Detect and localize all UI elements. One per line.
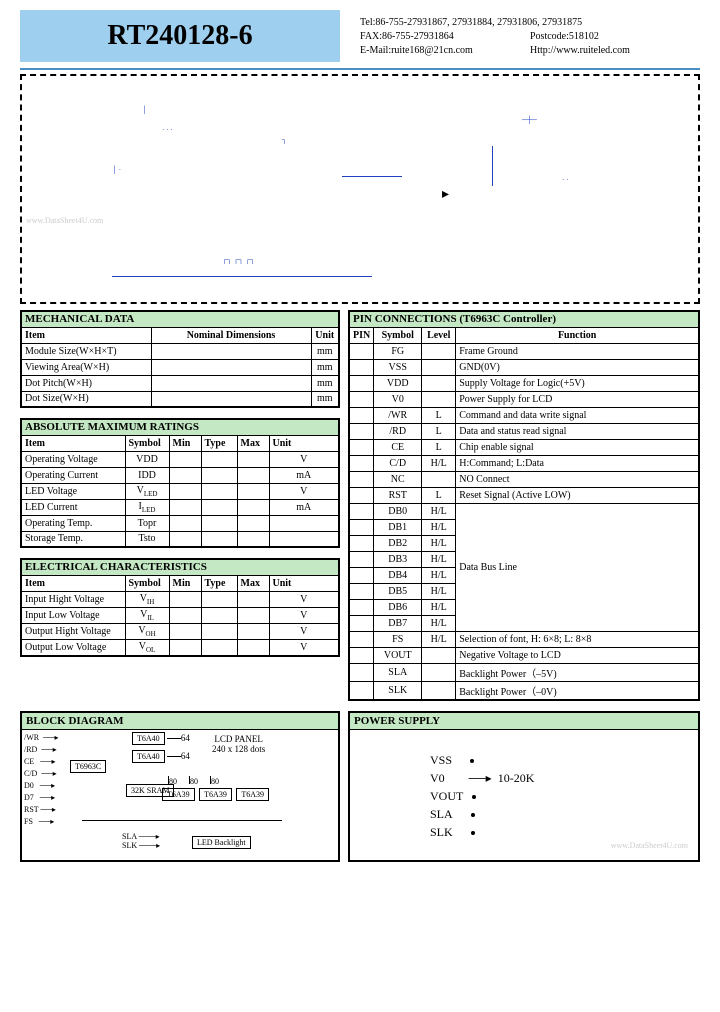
table-row: V0Power Supply for LCD (349, 391, 699, 407)
power-slk: SLK (430, 825, 453, 839)
table-row: CELChip enable signal (349, 439, 699, 455)
table-row: LED VoltageVLEDV (21, 483, 339, 499)
elec-title: ELECTRICAL CHARACTERISTICS (21, 559, 339, 575)
controller-chip: T6963C (70, 760, 106, 773)
absmax-title: ABSOLUTE MAXIMUM RATINGS (21, 419, 339, 435)
table-row: SLKBacklight Power（–0V) (349, 681, 699, 700)
abs-col-3: Type (201, 435, 237, 451)
driver-t6a39-3: T6A39 (236, 788, 269, 801)
table-row: Input Hight VoltageVIHV (21, 591, 339, 607)
pins-table: PIN CONNECTIONS (T6963C Controller) PIN … (348, 310, 700, 701)
table-row: Output Low VoltageVOLV (21, 639, 339, 656)
contact-info: Tel:86-755-27931867, 27931884, 27931806,… (360, 10, 700, 58)
mech-col-dim: Nominal Dimensions (151, 327, 311, 343)
table-row: NCNO Connect (349, 471, 699, 487)
table-row: VSSGND(0V) (349, 359, 699, 375)
mech-col-item: Item (21, 327, 151, 343)
contact-fax: FAX:86-755-27931864 (360, 30, 530, 44)
header-rule (20, 68, 700, 70)
contact-email: E-Mail:ruite168@21cn.com (360, 44, 530, 58)
table-row: FGFrame Ground (349, 343, 699, 359)
table-row: FSH/LSelection of font, H: 6×8; L: 8×8 (349, 631, 699, 647)
power-supply: POWER SUPPLY VSS V0 ──▸ 10-20K VOUT SLA … (348, 711, 700, 862)
abs-col-0: Item (21, 435, 125, 451)
mech-col-unit: Unit (311, 327, 339, 343)
pin-col-3: Function (456, 327, 699, 343)
table-row: VOUTNegative Voltage to LCD (349, 647, 699, 663)
contact-postcode: Postcode:518102 (530, 30, 599, 44)
power-vss: VSS (430, 753, 452, 767)
power-watermark: www.DataSheet4U.com (611, 841, 688, 850)
table-row: Operating Temp.Topr (21, 515, 339, 531)
watermark: www.DataSheet4U.com (26, 216, 103, 225)
abs-col-5: Unit (269, 435, 339, 451)
el-col-3: Type (201, 575, 237, 591)
led-backlight: LED Backlight (192, 836, 251, 849)
abs-col-2: Min (169, 435, 201, 451)
el-col-5: Unit (269, 575, 339, 591)
pin-col-2: Level (422, 327, 456, 343)
backlight-row: SLA ───▸ SLK ───▸ (122, 832, 160, 850)
pin-col-1: Symbol (374, 327, 422, 343)
electrical-table: ELECTRICAL CHARACTERISTICS Item Symbol M… (20, 558, 340, 657)
power-v0: V0 (430, 771, 445, 785)
power-sla: SLA (430, 807, 453, 821)
power-title: POWER SUPPLY (350, 713, 698, 730)
block-title: BLOCK DIAGRAM (22, 713, 338, 730)
header: RT240128-6 Tel:86-755-27931867, 27931884… (20, 10, 700, 62)
mechanical-title: MECHANICAL DATA (21, 311, 339, 327)
block-diagram: BLOCK DIAGRAM /WR ──▸ /RD ──▸ CE ──▸ C/D… (20, 711, 340, 862)
pins-title: PIN CONNECTIONS (T6963C Controller) (349, 311, 699, 327)
power-vout: VOUT (430, 789, 463, 803)
contact-tel: Tel:86-755-27931867, 27931884, 27931806,… (360, 16, 700, 30)
driver-t6a39-2: T6A39 (199, 788, 232, 801)
el-col-4: Max (237, 575, 269, 591)
table-row: Operating VoltageVDDV (21, 451, 339, 467)
contact-url: Http://www.ruiteled.com (530, 44, 630, 58)
table-row: /RDLData and status read signal (349, 423, 699, 439)
driver-t6a40-1: T6A40 (132, 732, 165, 745)
abs-col-1: Symbol (125, 435, 169, 451)
table-row: Operating CurrentIDDmA (21, 467, 339, 483)
table-row: VDDSupply Voltage for Logic(+5V) (349, 375, 699, 391)
mechanical-table: MECHANICAL DATA Item Nominal Dimensions … (20, 310, 340, 408)
driver-t6a39-1: T6A39 (162, 788, 195, 801)
table-row: Viewing Area(W×H)mm (21, 359, 339, 375)
driver-t6a40-2: T6A40 (132, 750, 165, 763)
table-row: RSTLReset Signal (Active LOW) (349, 487, 699, 503)
el-col-1: Symbol (125, 575, 169, 591)
table-row: LED CurrentILEDmA (21, 499, 339, 515)
table-row: Module Size(W×H×T)mm (21, 343, 339, 359)
block-signals: /WR ──▸ /RD ──▸ CE ──▸ C/D ──▸ D0 ──▸ D7… (24, 732, 58, 828)
table-row: DB0H/LData Bus Line (349, 503, 699, 519)
part-title: RT240128-6 (20, 10, 340, 62)
table-row: SLABacklight Power（–5V) (349, 663, 699, 681)
table-row: /WRLCommand and data write signal (349, 407, 699, 423)
table-row: Dot Size(W×H)mm (21, 391, 339, 407)
table-row: Input Low VoltageVILV (21, 607, 339, 623)
power-pot: 10-20K (498, 771, 535, 785)
el-col-0: Item (21, 575, 125, 591)
table-row: Dot Pitch(W×H)mm (21, 375, 339, 391)
abs-col-4: Max (237, 435, 269, 451)
schematic-drawing: www.DataSheet4U.com │ · · · ┐ ▸ ─┼─ · · … (20, 74, 700, 304)
absmax-table: ABSOLUTE MAXIMUM RATINGS Item Symbol Min… (20, 418, 340, 548)
lcd-panel-label: LCD PANEL 240 x 128 dots (212, 734, 265, 754)
el-col-2: Min (169, 575, 201, 591)
table-row: C/DH/LH:Command; L:Data (349, 455, 699, 471)
table-row: Output Hight VoltageVOHV (21, 623, 339, 639)
pin-col-0: PIN (349, 327, 374, 343)
table-row: Storage Temp.Tsto (21, 531, 339, 547)
